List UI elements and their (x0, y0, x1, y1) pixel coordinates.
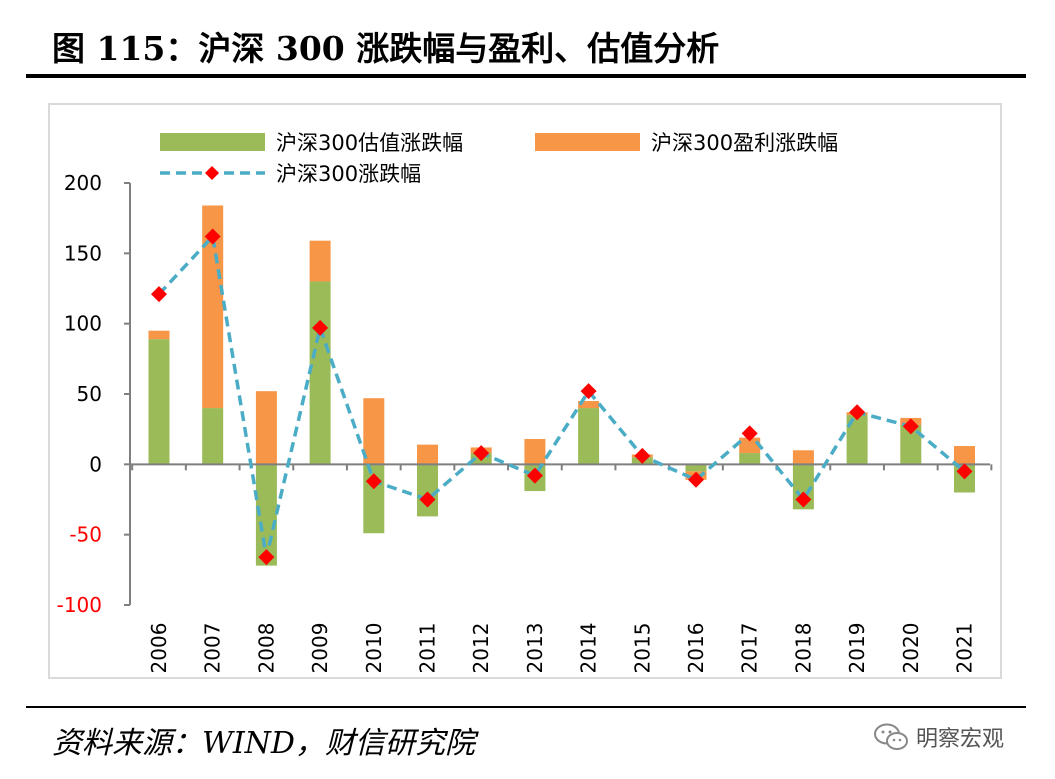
bar-earnings (524, 439, 546, 465)
x-tick-label: 2020 (899, 623, 923, 674)
index-marker (688, 471, 704, 488)
figure-title: 图 115：沪深 300 涨跌幅与盈利、估值分析 (52, 29, 720, 68)
index-marker (526, 467, 543, 484)
bar-valuation (309, 281, 331, 465)
index-marker (312, 319, 329, 336)
x-tick-label: 2018 (791, 623, 815, 674)
x-tick-label: 2006 (147, 623, 171, 674)
bar-valuation (202, 408, 224, 465)
bar-valuation (900, 424, 922, 465)
y-tick-label: 50 (77, 382, 102, 406)
index-marker (204, 228, 221, 245)
x-tick-label: 2012 (469, 623, 493, 674)
legend-label: 沪深300盈利涨跌幅 (651, 131, 838, 155)
legend-swatch (160, 133, 265, 151)
x-tick-label: 2009 (308, 623, 332, 674)
y-tick-label: 0 (89, 452, 102, 476)
index-line (157, 232, 966, 558)
x-tick-label: 2007 (201, 623, 225, 674)
source-note: 资料来源：WIND，财信研究院 (52, 726, 475, 761)
index-marker (258, 549, 275, 566)
bar-earnings (363, 398, 385, 465)
legend-label: 沪深300估值涨跌幅 (276, 131, 463, 155)
bar-earnings (739, 437, 761, 454)
x-tick-label: 2017 (738, 623, 762, 674)
index-marker (580, 383, 597, 400)
x-tick-label: 2019 (845, 623, 869, 674)
wechat-icon (874, 723, 908, 750)
title-rule (26, 74, 1026, 78)
index-marker (741, 425, 758, 442)
index-marker (365, 473, 382, 490)
x-tick-label: 2021 (953, 623, 977, 674)
x-tick-label: 2010 (362, 623, 386, 674)
index-marker (956, 463, 973, 480)
y-tick-label: 100 (64, 312, 102, 336)
x-tick-label: 2013 (523, 623, 547, 674)
watermark: 明察宏观 (872, 720, 1004, 754)
legend-marker-swatch (205, 166, 219, 180)
bar-valuation (739, 453, 761, 465)
index-marker (151, 286, 167, 303)
x-tick-label: 2008 (254, 623, 278, 674)
bar-valuation (685, 464, 707, 472)
bar-earnings (792, 450, 814, 465)
y-tick-label: 150 (64, 241, 102, 265)
x-tick-label: 2014 (577, 623, 601, 674)
bar-earnings (148, 330, 170, 340)
x-tick-label: 2015 (630, 623, 654, 674)
index-marker (634, 447, 651, 464)
x-tick-label: 2016 (684, 623, 708, 674)
bar-earnings (202, 205, 224, 409)
index-marker (902, 418, 919, 435)
bar-earnings (417, 444, 438, 465)
bar-earnings (309, 240, 331, 282)
index-marker (473, 445, 490, 462)
index-marker (795, 491, 812, 508)
x-tick-label: 2011 (416, 623, 440, 674)
bar-valuation (578, 408, 600, 465)
index-marker (849, 404, 866, 421)
y-tick-label: -50 (69, 523, 102, 547)
bar-valuation (417, 464, 438, 517)
legend-label: 沪深300涨跌幅 (276, 162, 421, 186)
chart-frame: 200 150 100 50 0 -50 -100 2006 2007 2008 2009 2010 2… (48, 103, 1002, 679)
y-tick-label: -100 (57, 593, 102, 617)
y-tick-label: 200 (64, 171, 102, 195)
source-rule (26, 706, 1026, 708)
bar-earnings (255, 391, 277, 465)
watermark-text: 明察宏观 (916, 727, 1005, 752)
bar-earnings (954, 446, 975, 465)
bar-valuation (148, 339, 170, 465)
bar-earnings (578, 401, 600, 409)
index-marker (419, 491, 436, 508)
bar-valuation (846, 415, 868, 465)
chart-svg: 200 150 100 50 0 -50 -100 2006 2007 2008 2009 2010 2… (57, 131, 993, 674)
legend-swatch (535, 133, 640, 151)
